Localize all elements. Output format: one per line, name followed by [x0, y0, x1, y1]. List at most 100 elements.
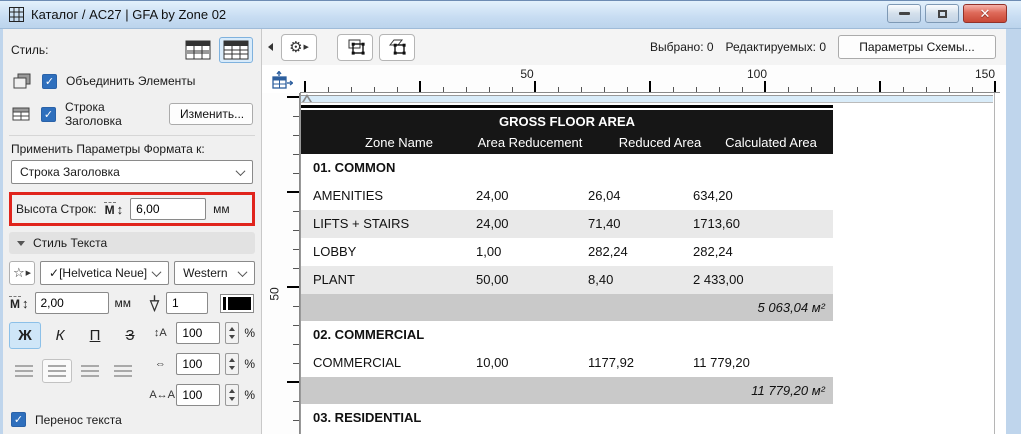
- flyout-arrow-icon: ▶: [303, 44, 309, 51]
- reduced-area-cell: 26,04: [588, 188, 621, 203]
- group-header-row[interactable]: 01. COMMON: [301, 154, 833, 182]
- marquee-selection-button[interactable]: [337, 33, 373, 61]
- vertical-ruler[interactable]: 50: [262, 93, 300, 434]
- char-width-stepper[interactable]: [225, 353, 240, 375]
- table-row[interactable]: COMMERCIAL 10,00 1177,92 11 779,20: [301, 349, 833, 377]
- close-icon: ✕: [979, 6, 991, 21]
- apply-target-select[interactable]: Строка Заголовка: [11, 160, 253, 184]
- table-row[interactable]: LIFTS + STAIRS 24,00 71,40 1713,60: [301, 210, 833, 238]
- char-width-icon: ⇔: [154, 358, 166, 370]
- group-header-label: 02. COMMERCIAL: [313, 327, 425, 342]
- element-selection-button[interactable]: [379, 33, 415, 61]
- align-right-button[interactable]: [75, 359, 105, 383]
- percent-label: %: [244, 357, 255, 371]
- horizontal-ruler[interactable]: 50 100 150: [300, 65, 1000, 93]
- collapse-triangle-icon: [17, 240, 25, 246]
- italic-button[interactable]: К: [55, 327, 65, 344]
- pen-number-input[interactable]: [166, 292, 208, 314]
- table-title: GROSS FLOOR AREA: [498, 114, 636, 129]
- char-spacing-stepper[interactable]: [225, 384, 240, 406]
- group-header-row[interactable]: 03. RESIDENTIAL: [301, 404, 833, 432]
- group-header-row[interactable]: 02. COMMERCIAL: [301, 321, 833, 349]
- area-reducement-cell: 1,00: [476, 244, 502, 259]
- column-header-area-reducement: Area Reducement: [477, 135, 583, 150]
- area-reducement-cell: 10,00: [476, 355, 509, 370]
- font-select[interactable]: ✓[Helvetica Neue]: [40, 261, 170, 285]
- bold-button[interactable]: Ж: [9, 322, 41, 349]
- zone-name-cell: LOBBY: [313, 244, 357, 259]
- line-spacing-input[interactable]: [176, 322, 221, 344]
- schedule-canvas: ⚙ ▶: [262, 29, 1006, 434]
- table-style-1-icon: [185, 40, 211, 60]
- char-width-input[interactable]: [176, 353, 221, 375]
- table-row[interactable]: LOBBY 1,00 282,24 282,24: [301, 238, 833, 266]
- row-marker-icon[interactable]: [302, 94, 312, 102]
- minimize-button[interactable]: [887, 4, 921, 23]
- font-size-icon: M ↕: [9, 295, 29, 311]
- favorites-button[interactable]: ☆ ▶: [9, 261, 36, 285]
- apply-target-value: Строка Заголовка: [20, 165, 120, 179]
- editable-count-label: Редактируемых: 0: [725, 40, 826, 54]
- script-value: Western: [183, 266, 228, 280]
- section-total-cell: 11 779,20 м²: [751, 383, 825, 398]
- merge-items-checkbox[interactable]: ✓: [42, 73, 57, 89]
- script-select[interactable]: Western: [174, 261, 255, 285]
- zone-name-cell: COMMERCIAL: [313, 355, 402, 370]
- settings-button[interactable]: ⚙ ▶: [281, 33, 317, 61]
- align-center-button[interactable]: [42, 359, 72, 383]
- restore-button[interactable]: [925, 4, 959, 23]
- section-total-row[interactable]: 11 779,20 м²: [301, 377, 833, 404]
- align-right-icon: [81, 364, 99, 378]
- header-row-checkbox[interactable]: ✓: [40, 106, 56, 122]
- text-style-section-header[interactable]: Стиль Текста: [9, 232, 255, 254]
- underline-button[interactable]: П: [89, 327, 101, 344]
- table-style-2-icon: [223, 40, 249, 60]
- style-view-full-button[interactable]: [219, 37, 253, 63]
- merge-items-icon: [11, 73, 33, 89]
- table-header[interactable]: GROSS FLOOR AREA Zone Name Area Reduceme…: [301, 110, 833, 154]
- row-height-input[interactable]: [130, 198, 207, 220]
- v-ruler-label-50: 50: [267, 287, 282, 301]
- align-left-icon: [15, 364, 33, 378]
- char-spacing-icon: A↔A: [149, 389, 176, 401]
- text-wrap-checkbox[interactable]: ✓: [11, 412, 26, 427]
- scheme-settings-button[interactable]: Параметры Схемы...: [838, 35, 996, 59]
- style-view-compact-button[interactable]: [181, 37, 215, 63]
- font-size-input[interactable]: [34, 292, 109, 314]
- strikethrough-button[interactable]: З: [125, 327, 135, 344]
- schedule-preview[interactable]: GROSS FLOOR AREA Zone Name Area Reduceme…: [300, 93, 995, 434]
- table-top-rule: [301, 105, 833, 108]
- align-left-button[interactable]: [9, 359, 39, 383]
- line-spacing-stepper[interactable]: [225, 322, 240, 344]
- zone-name-cell: PLANT: [313, 272, 355, 287]
- pen-color-fill: [228, 296, 251, 310]
- close-button[interactable]: ✕: [963, 4, 1007, 23]
- pen-thin-bar: [223, 296, 226, 310]
- align-center-icon: [48, 364, 66, 378]
- column-header-reduced-area: Reduced Area: [618, 135, 702, 150]
- edit-header-button[interactable]: Изменить...: [169, 103, 253, 125]
- column-header-zone-name: Zone Name: [365, 135, 433, 150]
- header-zone-strip: [301, 95, 993, 103]
- table-row[interactable]: PLANT 50,00 8,40 2 433,00: [301, 266, 833, 294]
- collapse-pane-icon[interactable]: [268, 43, 273, 51]
- calculated-area-cell: 2 433,00: [693, 272, 744, 287]
- marquee-selection-icon: [348, 39, 365, 55]
- header-row-label: Строка Заголовка: [64, 100, 122, 128]
- chevron-down-icon: [235, 165, 246, 176]
- flyout-arrow-icon: ▶: [25, 270, 32, 277]
- section-total-row[interactable]: 5 063,04 м²: [301, 294, 833, 321]
- ruler-major-ticks: [304, 81, 1000, 92]
- schedule-grid-icon: [9, 7, 24, 22]
- percent-label: %: [244, 326, 255, 340]
- text-style-section-label: Стиль Текста: [33, 236, 108, 250]
- column-header-calculated-area: Calculated Area: [725, 135, 817, 150]
- pen-color-swatch[interactable]: [220, 293, 254, 313]
- canvas-right-edge: [994, 93, 995, 434]
- align-justify-button[interactable]: [108, 359, 138, 383]
- ruler-origin-button[interactable]: [268, 69, 296, 95]
- table-row[interactable]: AMENITIES 24,00 26,04 634,20: [301, 182, 833, 210]
- restore-icon: [937, 9, 947, 18]
- zone-name-cell: LIFTS + STAIRS: [313, 216, 410, 231]
- char-spacing-input[interactable]: [176, 384, 221, 406]
